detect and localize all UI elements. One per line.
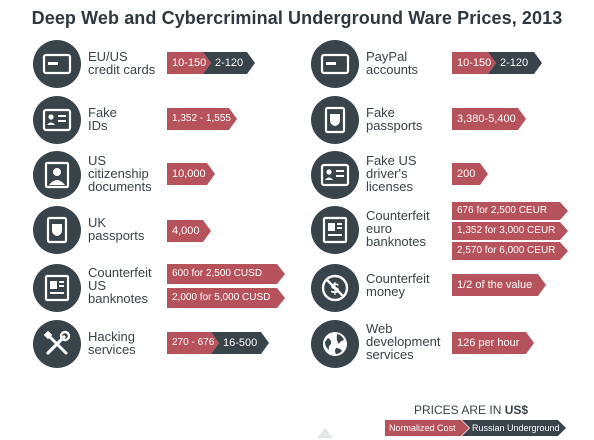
banknote-icon	[33, 264, 81, 312]
normalized-cost-tag: 1,352 - 1,555	[167, 108, 237, 130]
item-label-line: development	[366, 334, 441, 349]
normalized-cost-tag: 10,000	[167, 163, 215, 185]
item-label-line: Hacking	[88, 329, 135, 344]
item-web-development-services: Web development services 126 per hour	[311, 320, 571, 370]
id-card-icon	[33, 96, 81, 144]
decorative-triangle	[317, 428, 333, 438]
item-counterfeit-money: $ Counterfeit money 1/2 of the value	[311, 264, 571, 314]
item-uk-passports: UK passports 4,000	[33, 206, 283, 256]
item-label-line: accounts	[366, 62, 419, 77]
item-label-line: passports	[88, 228, 145, 243]
normalized-cost-tag: 4,000	[167, 220, 211, 242]
normalized-cost-tag: 126 per hour	[452, 332, 534, 354]
svg-text:$: $	[330, 281, 340, 297]
item-label-line: US	[88, 153, 107, 168]
russian-price-tag: 2-120	[203, 52, 255, 74]
no-dollar-icon: $	[311, 264, 359, 312]
legend-normalized-cost: Normalized Cost	[385, 420, 469, 436]
item-label-line: Counterfeit	[366, 208, 430, 223]
item-fake-us-drivers-licenses: Fake US driver's licenses 200	[311, 151, 571, 201]
item-label-line: services	[88, 342, 136, 357]
item-label-line: licenses	[366, 179, 413, 194]
normalized-cost-tag: 200	[452, 163, 488, 185]
id-card-icon	[311, 151, 359, 199]
tools-icon	[33, 320, 81, 368]
item-paypal-accounts: PayPal accounts 10-150 2-120	[311, 40, 571, 90]
item-fake-ids: Fake IDs 1,352 - 1,555	[33, 96, 283, 146]
normalized-cost-tag: 10-150	[167, 52, 211, 74]
normalized-cost-tag: 2,000 for 5,000 CUSD	[167, 288, 285, 308]
credit-card-icon	[311, 40, 359, 88]
credit-card-icon	[33, 40, 81, 88]
item-label-line: passports	[366, 118, 423, 133]
normalized-cost-tag: 676 for 2,500 CEUR	[452, 202, 568, 220]
person-icon	[33, 151, 81, 199]
item-label-line: euro	[366, 221, 393, 236]
item-label-line: money	[366, 284, 406, 299]
legend-russian-underground: Russian Underground	[462, 420, 566, 436]
passport-icon	[311, 96, 359, 144]
item-eu-us-credit-cards: EU/US credit cards 10-150 2-120	[33, 40, 283, 90]
item-us-citizenship-documents: US citizenship documents 10,000	[33, 151, 283, 201]
normalized-cost-tag: 600 for 2,500 CUSD	[167, 264, 285, 284]
item-label-line: Fake	[88, 105, 117, 120]
item-fake-passports: Fake passports 3,380-5,400	[311, 96, 571, 146]
legend-title-prefix: PRICES ARE IN	[414, 403, 505, 417]
legend-currency: US$	[504, 403, 529, 417]
item-label-line: PayPal	[366, 49, 408, 64]
item-label-line: Fake US	[366, 153, 417, 168]
normalized-cost-tag: 10-150	[452, 52, 496, 74]
normalized-cost-tag: 3,380-5,400	[452, 108, 526, 130]
item-hacking-services: Hacking services 270 - 676 16-500	[33, 320, 283, 370]
banknote-icon	[311, 206, 359, 254]
item-label-line: documents	[88, 179, 152, 194]
item-counterfeit-euro-banknotes: Counterfeit euro banknotes 676 for 2,500…	[311, 206, 571, 256]
infographic-title: Deep Web and Cybercriminal Underground W…	[31, 8, 563, 28]
item-label-line: Counterfeit	[88, 265, 152, 280]
legend-title: PRICES ARE IN US$	[414, 403, 528, 417]
item-label-line: banknotes	[88, 291, 148, 306]
normalized-cost-tag: 1,352 for 3,000 CEUR	[452, 222, 568, 240]
normalized-cost-tag: 270 - 676	[167, 332, 219, 354]
item-label-line: citizenship	[88, 166, 149, 181]
item-label-line: services	[366, 347, 414, 362]
item-counterfeit-us-banknotes: Counterfeit US banknotes 600 for 2,500 C…	[33, 264, 293, 314]
item-label-line: credit cards	[88, 62, 156, 77]
item-label-line: US	[88, 278, 107, 293]
item-label-line: Fake	[366, 105, 395, 120]
russian-price-tag: 16-500	[211, 332, 269, 354]
globe-icon	[311, 320, 359, 368]
normalized-cost-tag: 2,570 for 6,000 CEUR	[452, 242, 568, 260]
item-label-line: IDs	[88, 118, 108, 133]
item-label-line: Counterfeit	[366, 271, 430, 286]
normalized-cost-tag: 1/2 of the value	[452, 274, 546, 296]
item-label-line: EU/US	[88, 49, 128, 64]
russian-price-tag: 2-120	[488, 52, 542, 74]
passport-icon	[33, 206, 81, 254]
item-label-line: Web	[366, 321, 393, 336]
item-label-line: driver's	[366, 166, 408, 181]
item-label-line: banknotes	[366, 234, 426, 249]
item-label-line: UK	[88, 215, 107, 230]
